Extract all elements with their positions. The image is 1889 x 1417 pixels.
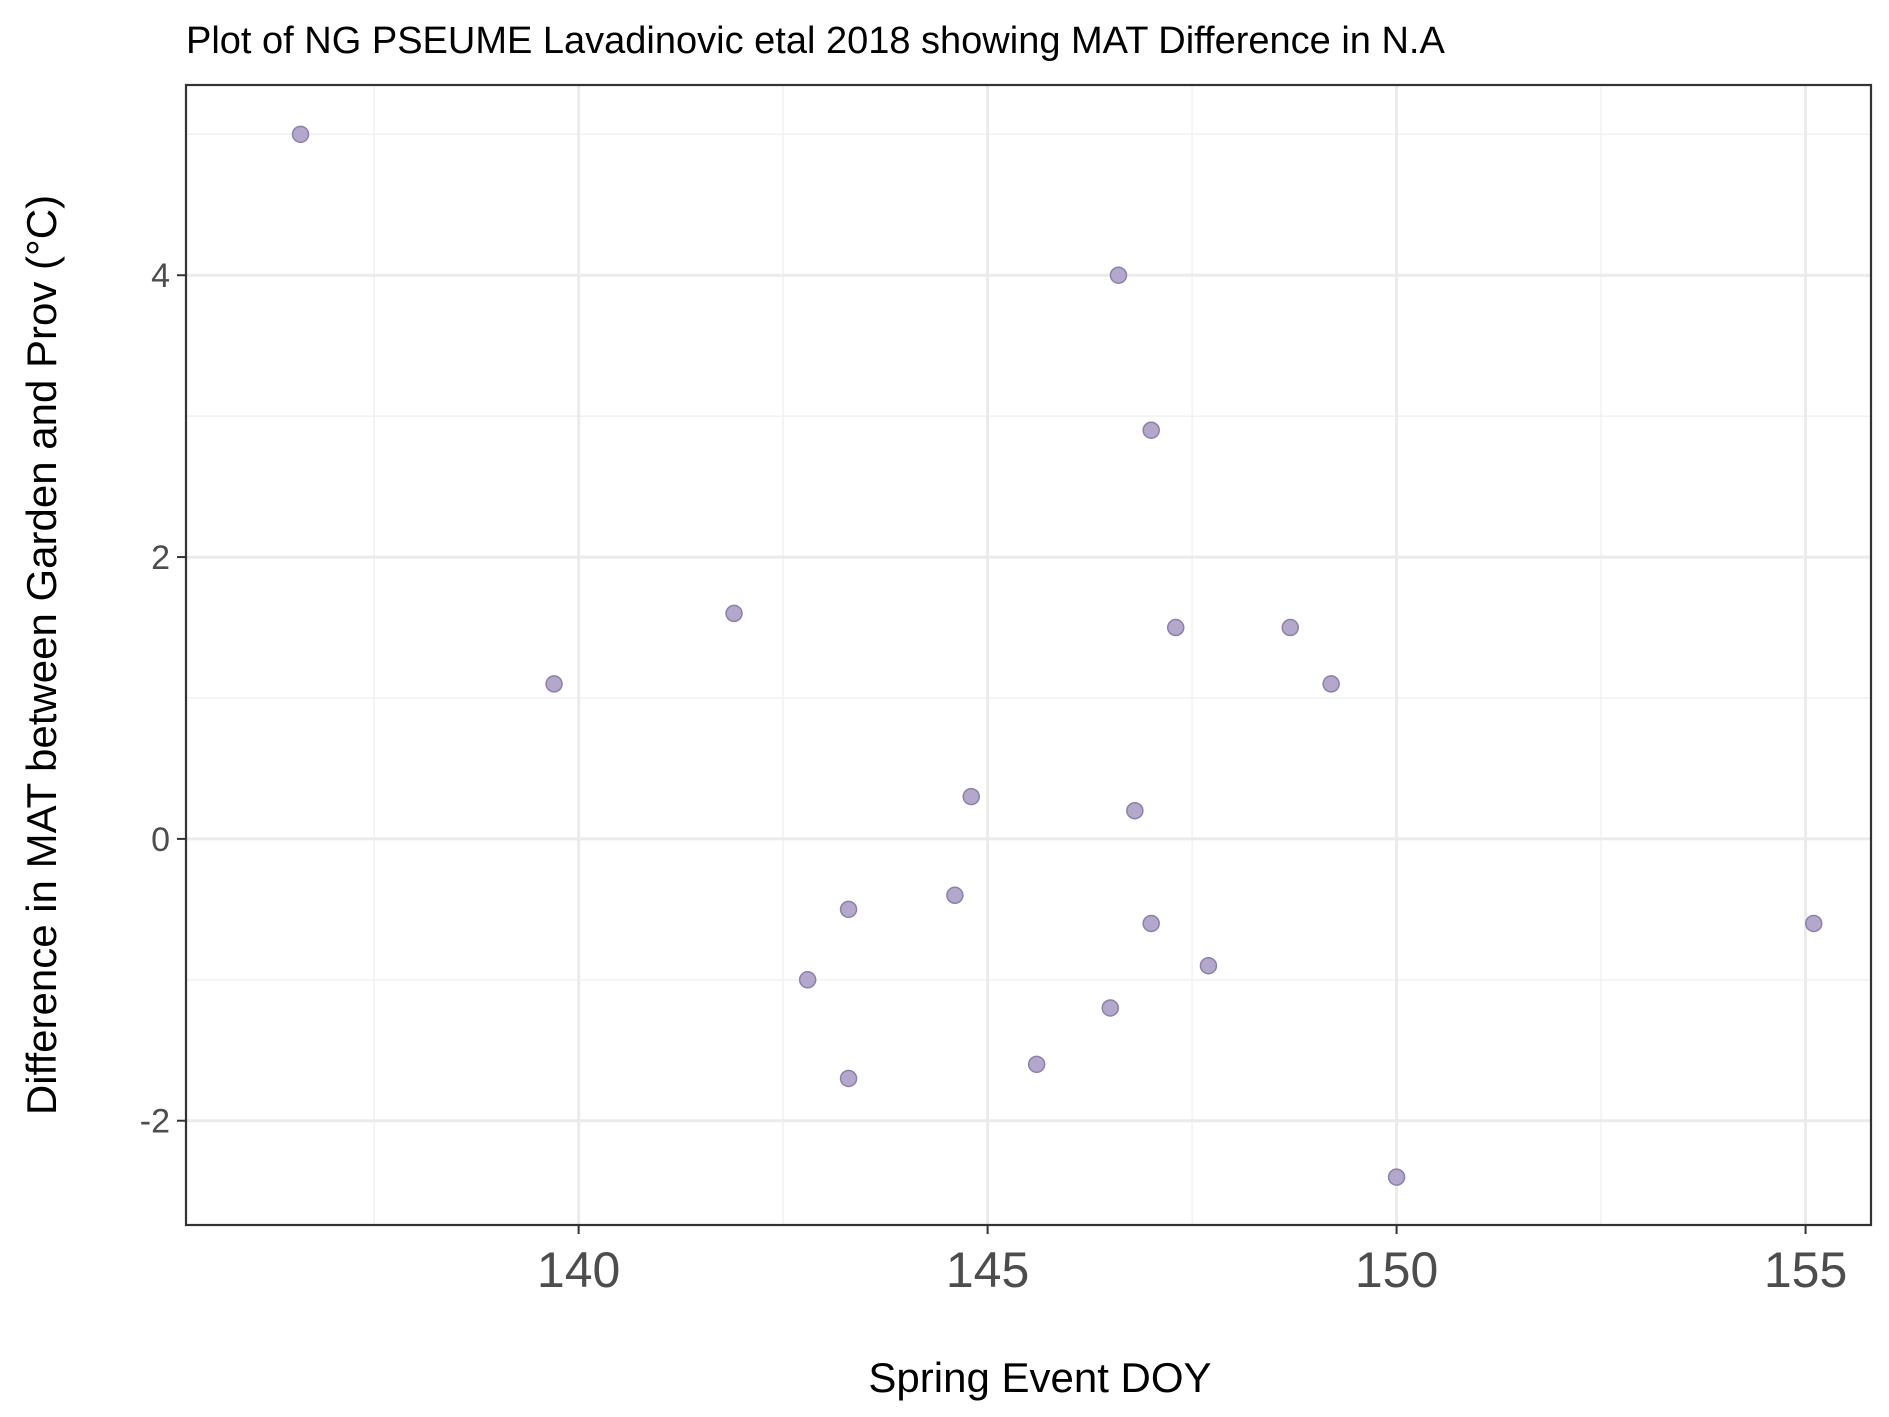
chart-title: Plot of NG PSEUME Lavadinovic etal 2018 … (186, 20, 1445, 62)
plot-panel (184, 83, 1873, 1227)
data-point (946, 886, 964, 905)
data-point (1027, 1055, 1046, 1074)
data-points (291, 125, 1823, 1186)
data-point (962, 787, 980, 806)
x-tick-label: 145 (946, 1242, 1029, 1298)
data-point (1126, 801, 1144, 820)
data-point (798, 971, 817, 989)
data-point (1166, 618, 1185, 637)
y-axis-title: Difference in MAT between Garden and Pro… (18, 195, 65, 1115)
data-point (1142, 421, 1160, 439)
data-point (545, 675, 563, 693)
x-tick-label: 155 (1764, 1242, 1847, 1298)
data-point (1281, 618, 1299, 637)
y-tick-label: -2 (140, 1103, 170, 1141)
data-point (839, 900, 858, 919)
data-point (1109, 266, 1128, 284)
data-point (291, 125, 310, 144)
data-point (1387, 1168, 1406, 1186)
data-point (1322, 675, 1340, 693)
x-tick-label: 140 (537, 1242, 620, 1298)
y-tick-label: 2 (151, 539, 170, 577)
data-point (725, 604, 743, 623)
data-point (1101, 999, 1120, 1017)
data-point (1804, 914, 1823, 933)
axis-ticks: 140 145 150 155 -2 0 2 4 (140, 257, 1848, 1298)
y-tick-label: 0 (151, 821, 170, 859)
data-point (1142, 914, 1160, 933)
grid-lines (186, 85, 1871, 1225)
x-axis-title: Spring Event DOY (868, 1354, 1211, 1401)
x-tick-label: 150 (1355, 1242, 1438, 1298)
data-point (839, 1069, 858, 1088)
y-tick-label: 4 (151, 257, 170, 295)
data-point (1199, 956, 1218, 975)
